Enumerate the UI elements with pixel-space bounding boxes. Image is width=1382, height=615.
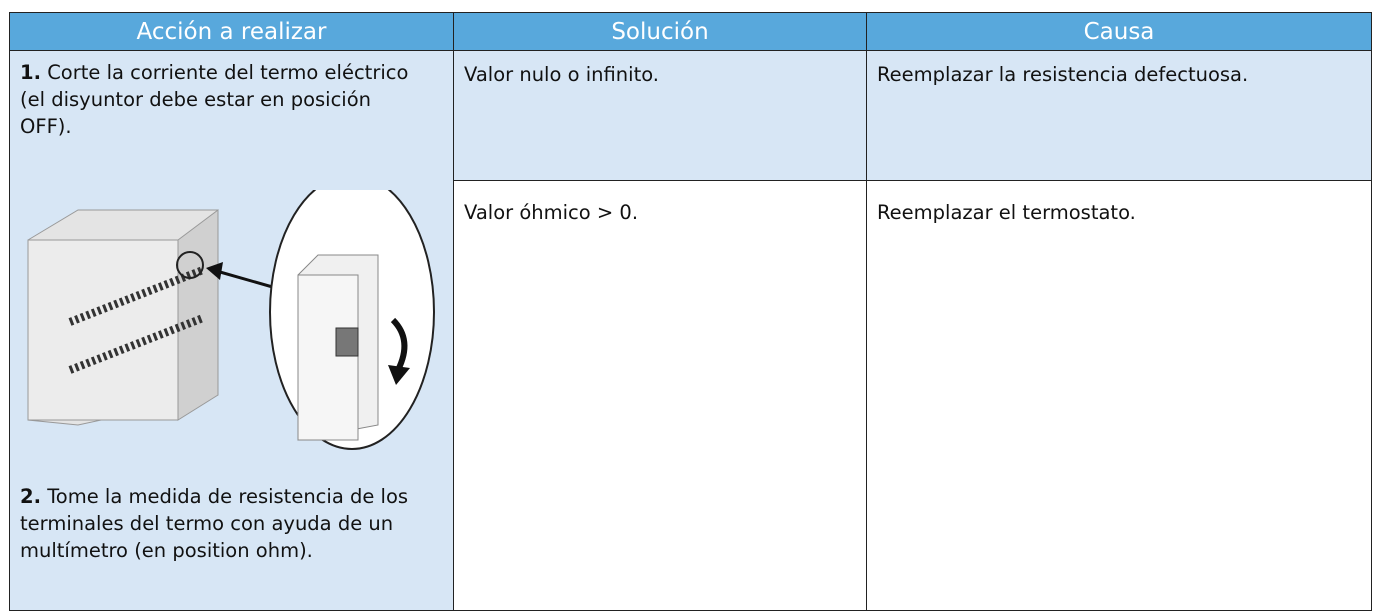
header-cell: Acción a realizar <box>9 12 454 51</box>
solution-cell: Valor nulo o infinito. <box>453 50 867 181</box>
step-text: Tome la medida de resistencia de los ter… <box>20 485 409 562</box>
step-number: 1. <box>20 61 41 84</box>
cause-cell: Reemplazar la resistencia defectuosa. <box>866 50 1372 181</box>
step: 2. Tome la medida de resistencia de los … <box>10 475 450 572</box>
step: 1. Corte la corriente del termo eléctric… <box>10 51 430 148</box>
header-cell: Causa <box>866 12 1372 51</box>
solution-cell: Valor óhmico > 0. <box>453 180 867 611</box>
cause-cell: Reemplazar el termostato. <box>866 180 1372 611</box>
breaker-illustration <box>27 190 435 450</box>
header-cell: Solución <box>453 12 867 51</box>
step-text: Corte la corriente del termo eléctrico (… <box>20 61 409 138</box>
step-number: 2. <box>20 485 41 508</box>
